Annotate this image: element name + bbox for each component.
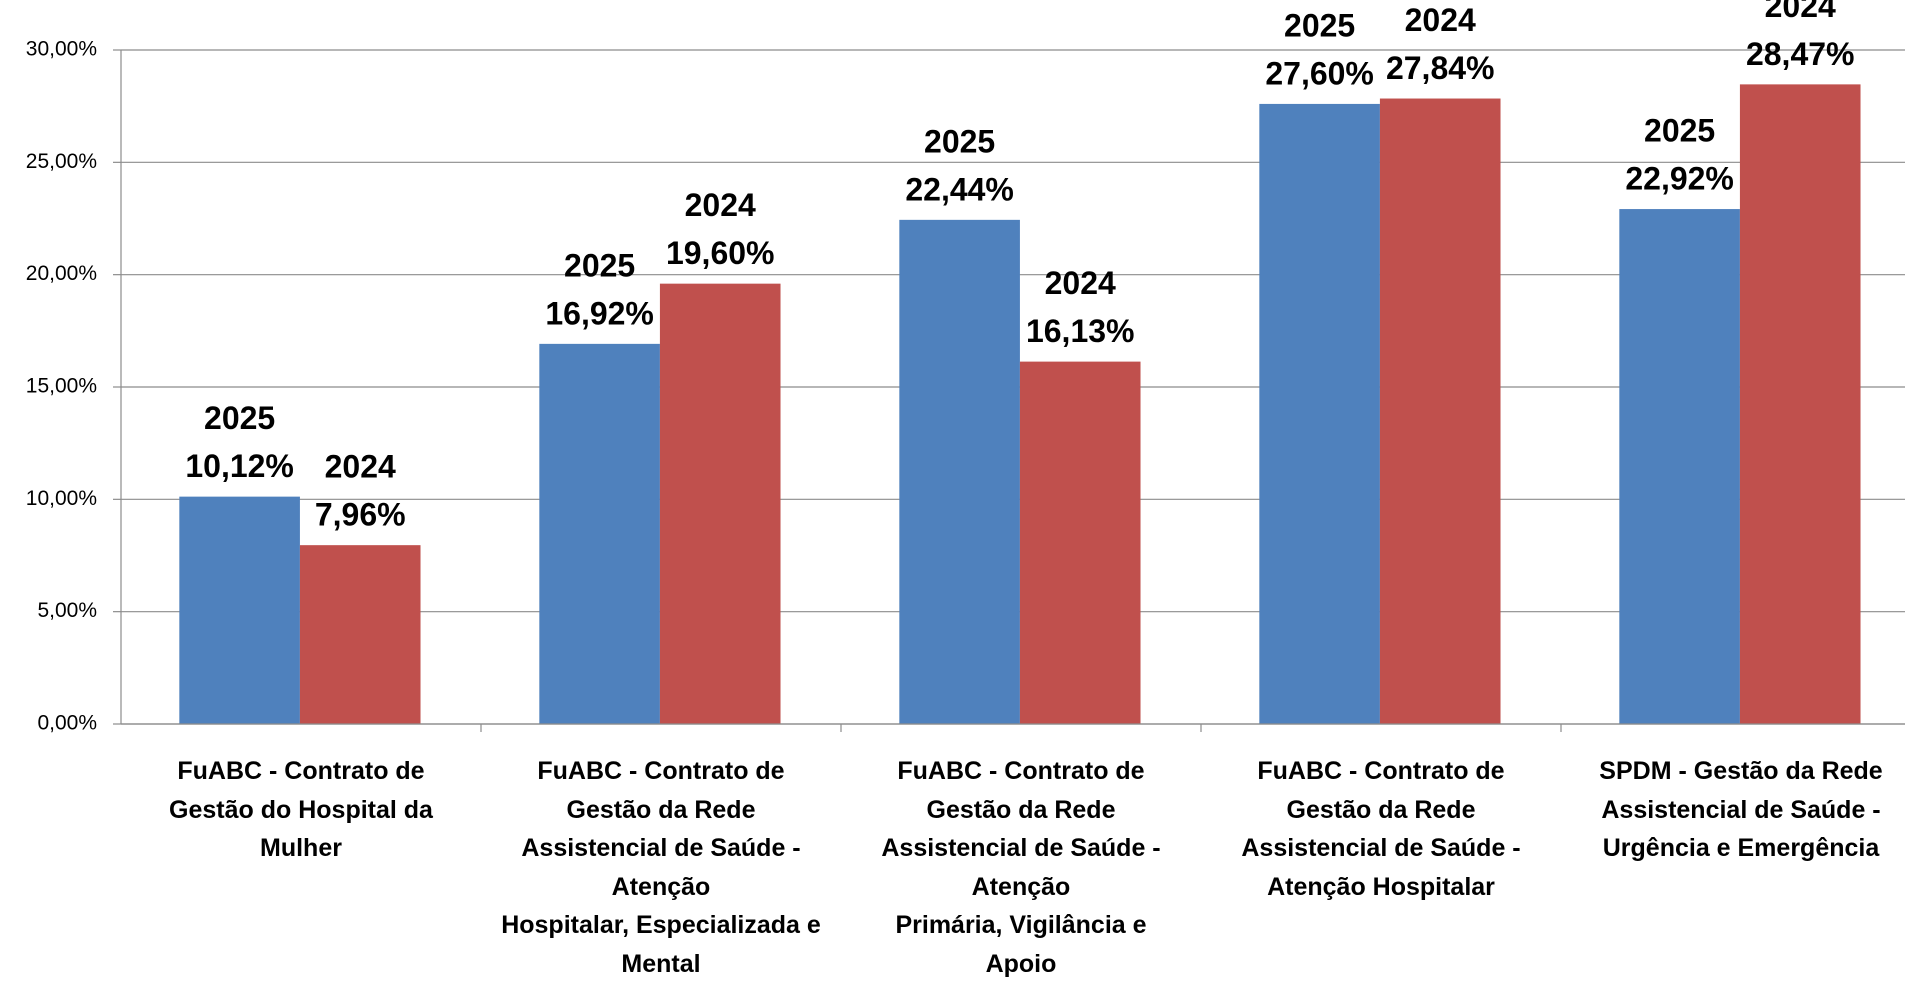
data-label: 10,12% (185, 448, 294, 484)
x-tick-label: FuABC - Contrato de Gestão da Rede Assis… (1241, 757, 1521, 901)
bar (1619, 209, 1740, 725)
bar (659, 283, 781, 724)
data-label-series: 2025 (204, 400, 275, 436)
data-label-series: 2025 (1284, 7, 1355, 43)
data-label: 27,84% (1386, 50, 1495, 86)
data-label: 22,44% (905, 171, 1014, 207)
bar (179, 496, 300, 724)
bar (899, 219, 1020, 724)
x-tick-label: SPDM - Gestão da Rede Assistencial de Sa… (1599, 757, 1883, 862)
data-label: 19,60% (666, 235, 775, 271)
bar (1259, 103, 1380, 725)
x-tick-label: FuABC - Contrato de Gestão da Rede Assis… (501, 757, 821, 978)
x-tick-label: FuABC - Contrato de Gestão do Hospital d… (169, 757, 433, 862)
data-label: 16,92% (545, 295, 654, 331)
data-label-series: 2024 (685, 187, 756, 223)
data-label-series: 2024 (1405, 2, 1476, 38)
data-label-series: 2024 (1765, 0, 1836, 24)
x-tick-label: FuABC - Contrato de Gestão da Rede Assis… (881, 757, 1161, 978)
data-label-series: 2024 (325, 449, 396, 485)
y-tick-label: 10,00% (26, 487, 97, 510)
data-label-series: 2024 (1045, 265, 1116, 301)
data-label-series: 2025 (564, 247, 635, 283)
data-label: 28,47% (1746, 36, 1855, 72)
y-tick-label: 0,00% (37, 712, 97, 735)
y-tick-label: 5,00% (37, 599, 97, 622)
y-tick-label: 20,00% (26, 262, 97, 285)
data-label: 27,60% (1265, 55, 1374, 91)
data-label: 16,13% (1026, 313, 1135, 349)
y-tick-label: 25,00% (26, 150, 97, 173)
bar (1019, 361, 1141, 724)
y-tick-label: 15,00% (26, 375, 97, 398)
bar (299, 545, 421, 724)
bar (539, 343, 660, 724)
y-tick-label: 30,00% (26, 38, 97, 61)
bar (1739, 84, 1861, 724)
data-label: 7,96% (315, 497, 406, 533)
bar (1379, 98, 1501, 724)
data-label-series: 2025 (1644, 113, 1715, 149)
data-label-series: 2025 (924, 123, 995, 159)
data-label: 22,92% (1625, 161, 1734, 197)
